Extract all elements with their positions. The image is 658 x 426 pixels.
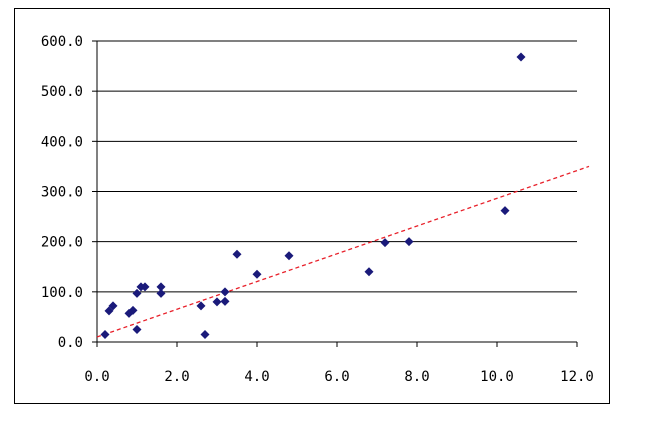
x-tick-label: 4.0 [244, 369, 269, 385]
data-point [500, 206, 510, 216]
data-point [516, 52, 526, 62]
x-tick-label: 8.0 [404, 369, 429, 385]
data-point [156, 282, 166, 292]
y-tick-label: 600.0 [41, 34, 83, 50]
data-point [132, 324, 142, 334]
chart-frame [14, 8, 610, 404]
x-tick-label: 0.0 [84, 369, 109, 385]
axes [92, 40, 578, 347]
y-tick-label: 200.0 [41, 235, 83, 251]
x-tick-label: 2.0 [164, 369, 189, 385]
y-tick-label: 500.0 [41, 84, 83, 100]
x-tick-label: 10.0 [480, 369, 514, 385]
y-tick-label: 100.0 [41, 285, 83, 301]
data-point [132, 288, 142, 298]
y-tick-label: 0.0 [58, 335, 83, 351]
data-point [108, 301, 118, 311]
data-point [200, 329, 210, 339]
data-point [212, 297, 222, 307]
data-point [100, 329, 110, 339]
trendline [96, 165, 590, 338]
data-point [404, 237, 414, 247]
data-point [364, 267, 374, 277]
x-tick-labels: 0.0 2.0 4.0 6.0 8.0 10.0 12.0 [84, 369, 594, 385]
y-tick-label: 400.0 [41, 134, 83, 150]
y-tick-label: 300.0 [41, 185, 83, 201]
data-points [100, 52, 526, 339]
data-point [156, 288, 166, 298]
data-point [232, 249, 242, 259]
x-tick-label: 6.0 [324, 369, 349, 385]
trendline-group [96, 165, 590, 338]
data-point [380, 238, 390, 248]
x-tick-label: 12.0 [560, 369, 594, 385]
data-point [220, 287, 230, 297]
data-point [252, 269, 262, 279]
data-point [196, 301, 206, 311]
data-point [104, 306, 114, 316]
gridlines [97, 40, 577, 293]
y-tick-labels: 0.0 100.0 200.0 300.0 400.0 500.0 600.0 [41, 34, 83, 351]
data-point [284, 251, 294, 261]
data-point [220, 296, 230, 306]
data-point [140, 282, 150, 292]
data-point [128, 305, 138, 315]
